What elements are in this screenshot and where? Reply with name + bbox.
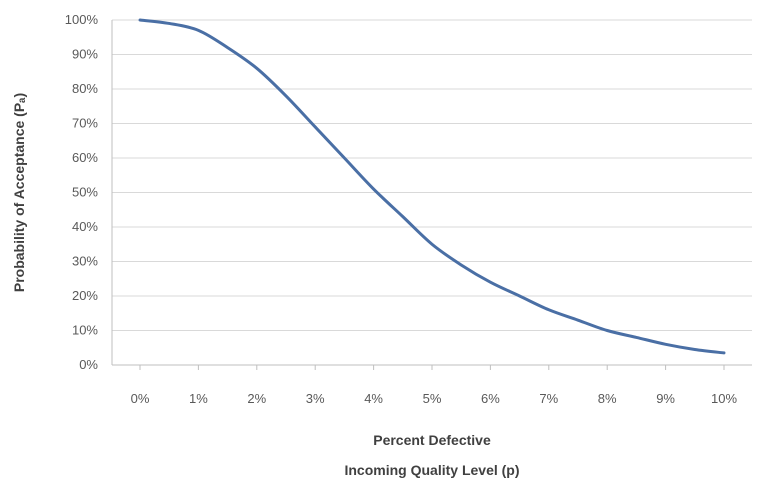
- x-tick-label: 2%: [247, 391, 266, 406]
- series-layer: [138, 18, 726, 355]
- y-tick-label: 30%: [72, 254, 98, 269]
- x-axis-subtitle: Incoming Quality Level (p): [344, 462, 519, 478]
- gridlines: [112, 19, 752, 331]
- y-tick-label: 10%: [72, 323, 98, 338]
- x-tick-label: 0%: [131, 391, 150, 406]
- x-tick-label: 7%: [539, 391, 558, 406]
- x-axis-title: Percent Defective: [373, 432, 491, 448]
- x-tick-label: 1%: [189, 391, 208, 406]
- y-tick-label: 0%: [79, 357, 98, 372]
- y-axis-title: Probability of Acceptance (Pₐ): [11, 93, 27, 292]
- x-tick-labels: 0% 1% 2% 3% 4% 5% 6% 7% 8% 9% 10%: [131, 391, 738, 406]
- y-tick-label: 80%: [72, 81, 98, 96]
- x-tick-label: 9%: [656, 391, 675, 406]
- y-tick-label: 50%: [72, 185, 98, 200]
- x-tick-label: 10%: [711, 391, 737, 406]
- y-tick-label: 70%: [72, 116, 98, 131]
- y-tick-label: 90%: [72, 47, 98, 62]
- x-tick-label: 5%: [423, 391, 442, 406]
- x-tick-label: 8%: [598, 391, 617, 406]
- x-tick-label: 3%: [306, 391, 325, 406]
- x-tick-label: 4%: [364, 391, 383, 406]
- y-tick-label: 100%: [65, 12, 99, 27]
- oc-curve-line: [138, 18, 726, 355]
- y-tick-labels: 0% 10% 20% 30% 40% 50% 60% 70% 80% 90% 100%: [65, 12, 99, 372]
- y-tick-label: 20%: [72, 288, 98, 303]
- y-tick-label: 60%: [72, 150, 98, 165]
- axes: [111, 20, 752, 370]
- x-tick-label: 6%: [481, 391, 500, 406]
- y-tick-label: 40%: [72, 219, 98, 234]
